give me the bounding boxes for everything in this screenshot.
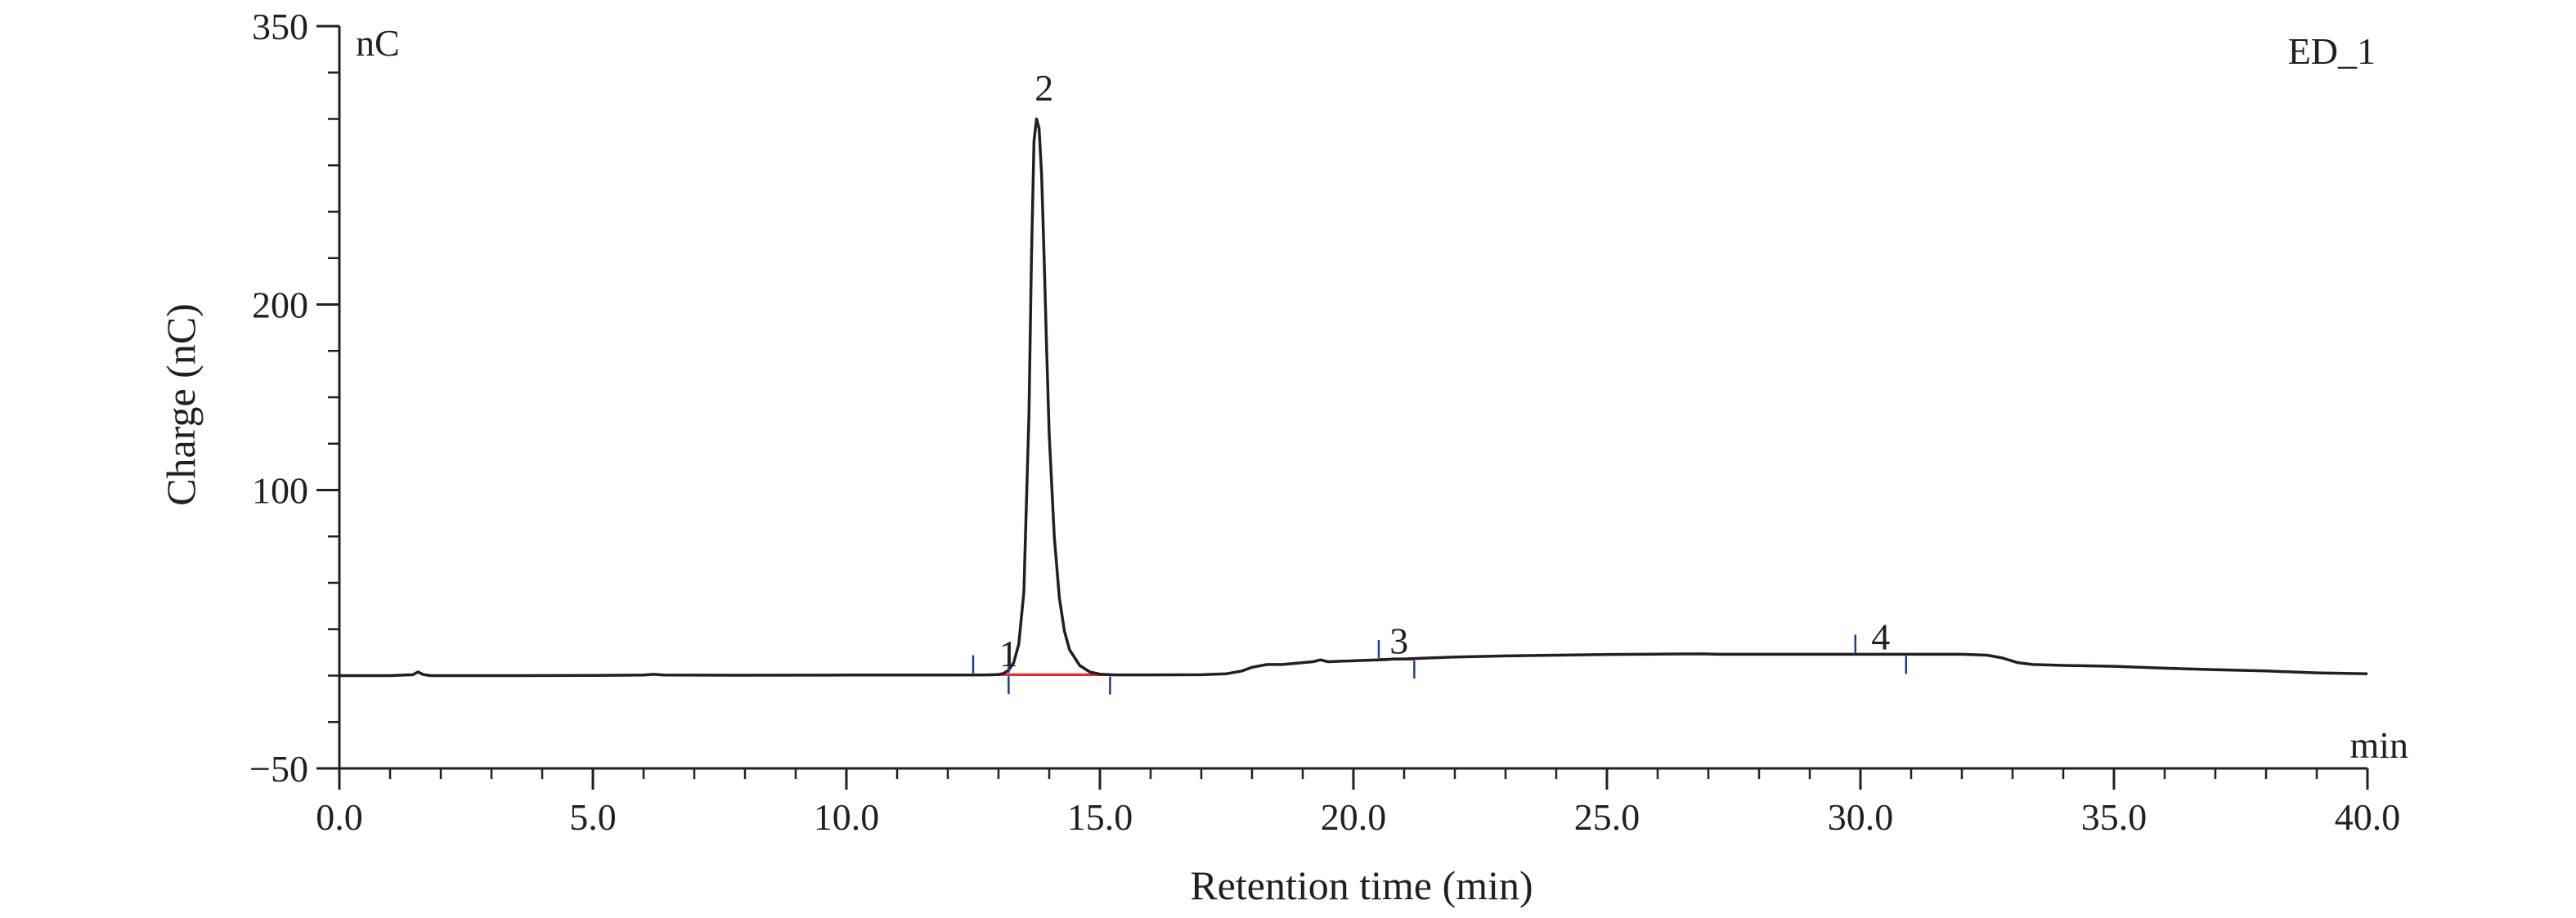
x-tick-label: 20.0 [1321, 796, 1387, 838]
y-unit-label: nC [356, 22, 400, 64]
x-tick-label: 0.0 [316, 796, 363, 838]
y-tick-label: 350 [252, 6, 308, 47]
x-tick-label: 5.0 [569, 796, 617, 838]
x-tick-label: 30.0 [1828, 796, 1894, 838]
peak-4-label: 4 [1871, 616, 1890, 658]
trace-name-label: ED_1 [2288, 30, 2376, 72]
y-tick-label: 200 [252, 284, 308, 326]
chromatogram-trace [339, 119, 2367, 676]
x-tick-label: 35.0 [2081, 796, 2147, 838]
x-axis-title: Retention time (min) [1190, 862, 1533, 908]
x-tick-label: 10.0 [814, 796, 880, 838]
peak-3-label: 3 [1389, 620, 1408, 661]
peak-markers [973, 634, 1906, 694]
x-tick-label: 25.0 [1574, 796, 1640, 838]
peak-2-label: 2 [1034, 67, 1053, 109]
y-tick-label: 100 [252, 470, 308, 512]
peak-labels: 1 2 3 4 [999, 67, 1890, 674]
x-tick-label: 40.0 [2335, 796, 2401, 838]
x-tick-label: 15.0 [1067, 796, 1133, 838]
y-tick-label: −50 [249, 748, 308, 790]
axes [339, 26, 2367, 768]
ticks: −50 100 200 350 0.0 5.0 10.0 15.0 20.0 25.0 30.0 35… [249, 6, 2400, 838]
y-axis-title: Charge (nC) [158, 303, 204, 506]
peak-1-label: 1 [999, 633, 1018, 674]
x-unit-label: min [2349, 724, 2408, 766]
